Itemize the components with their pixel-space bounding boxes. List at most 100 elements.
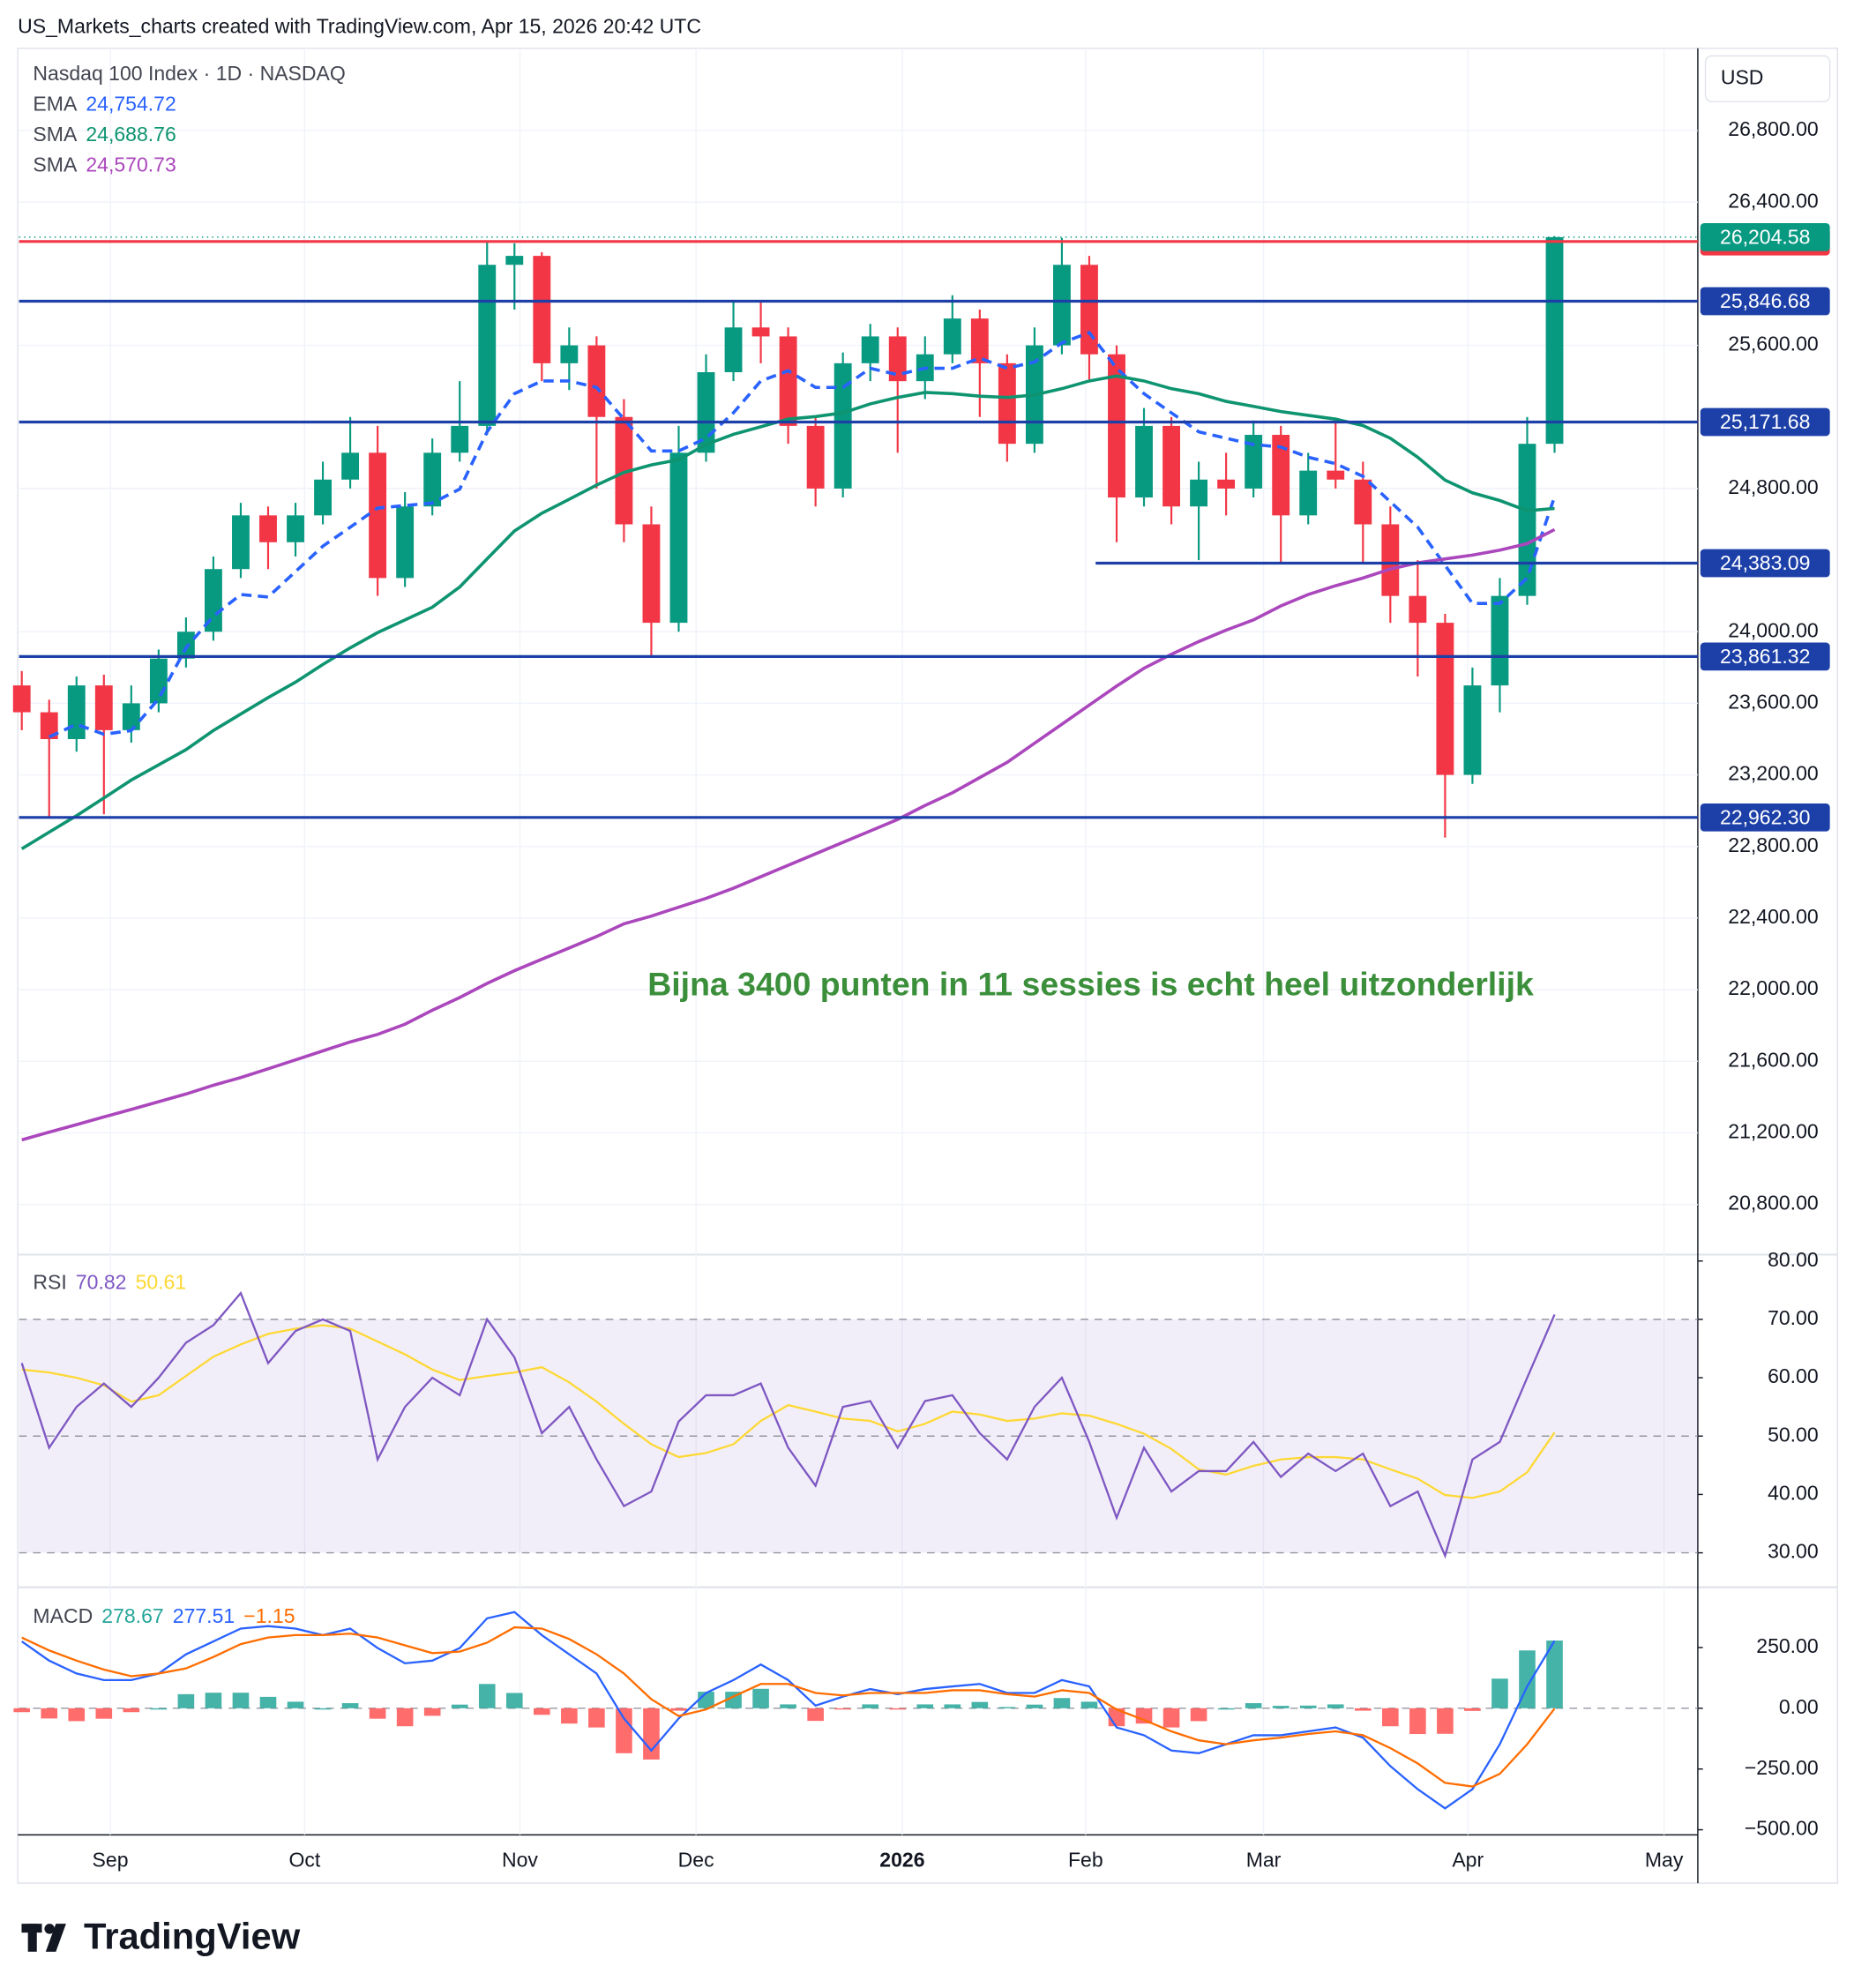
candle-body [779,336,797,426]
indicator-line [21,1611,1556,1810]
histogram-bar [123,1708,140,1713]
logo-part [44,1924,55,1934]
level-label: 25,846.68 [1720,289,1810,312]
histogram-bar [287,1701,304,1708]
candle-body [998,362,1016,445]
histogram-bar [396,1708,414,1727]
y-tick-label: 21,200.00 [1728,1120,1818,1143]
indicator-line [20,1290,1556,1559]
histogram-bar [998,1707,1016,1708]
legend-name: SMA [33,153,78,176]
currency: USD [1721,65,1764,88]
histogram-bar [505,1693,523,1708]
level-label-box [1700,549,1830,578]
x-tick-label: Sep [93,1849,129,1872]
logo-part [45,1924,66,1952]
level-label: 24,383.09 [1720,551,1810,574]
candle-body [1518,444,1536,596]
candle-body [1162,425,1180,507]
histogram-bar [423,1708,441,1716]
y-tick-label: 60.00 [1768,1364,1819,1387]
histogram-bar [1190,1708,1207,1722]
candle-body [287,515,304,542]
histogram-bar [369,1708,386,1719]
legend-entry: MACD 278.67 277.51 −1.15 [33,1604,295,1627]
histogram-bar [314,1708,332,1710]
candle-body [751,327,770,337]
histogram-bar [1491,1678,1508,1708]
histogram-bar [150,1708,168,1710]
candle-body [970,318,989,363]
histogram-bar [1162,1708,1180,1728]
y-tick-label: −500.00 [1745,1817,1819,1840]
candle-body [1436,623,1454,775]
legend-value: 277.51 [173,1604,235,1627]
y-tick-label: 80.00 [1768,1248,1819,1271]
candle-body [149,658,168,704]
level-label-box [1700,287,1830,316]
candle-body [806,425,825,489]
histogram-bar [1026,1704,1043,1708]
candle-body [451,425,469,453]
candle-body [423,452,442,507]
candle-body [587,345,606,417]
level-label-box [1700,642,1830,671]
legend-entry: SMA 24,570.73 [33,153,176,176]
histogram-bar [916,1704,934,1708]
histogram-bar [561,1708,578,1724]
frame [17,47,1839,1884]
histogram-bar [259,1696,277,1708]
candle-body [724,327,743,373]
candle-body [1491,595,1509,686]
legend-value: −1.15 [243,1604,295,1627]
histogram-bar [41,1708,58,1719]
legend-name: MACD [33,1604,93,1627]
indicator-line [21,1626,1556,1788]
candle-body [478,265,497,426]
level-label: 22,962.30 [1720,805,1810,828]
candle-body [204,569,222,632]
histogram-bar [68,1708,86,1722]
histogram-bar [451,1704,468,1708]
legend-value: 24,688.76 [86,123,176,146]
histogram-bar [807,1708,824,1722]
candle-body [396,506,415,579]
candle-body [369,452,387,579]
candle-body [1217,479,1236,489]
candle-body [232,515,250,570]
histogram-bar [95,1708,113,1719]
histogram-bar [1245,1703,1262,1708]
y-tick-label: 70.00 [1768,1306,1819,1329]
chart-title: Nasdaq 100 Index · 1D · NASDAQ [33,62,345,85]
candle-body [122,703,140,730]
histogram-bar [177,1693,195,1708]
histogram-bar [1217,1708,1235,1710]
histogram-bar [1299,1705,1317,1708]
histogram-bar [1327,1704,1344,1708]
legend-entry: SMA 24,688.76 [33,123,176,146]
indicator-line [21,527,1556,1142]
y-tick-label: 25,600.00 [1728,333,1818,355]
candle-body [533,256,551,363]
currency-box[interactable] [1704,55,1831,102]
histogram-bar [1053,1698,1071,1708]
level-label: 23,861.32 [1720,645,1810,668]
candle-body [1052,265,1071,346]
histogram-bar [834,1708,851,1710]
candle-body [1545,236,1564,445]
candle-body [1354,479,1372,525]
y-tick-label: 0.00 [1779,1695,1819,1718]
histogram-bar [670,1708,687,1711]
candle-body [888,336,907,382]
y-tick-label: 20,800.00 [1728,1192,1818,1214]
y-tick-label: 50.00 [1768,1423,1819,1446]
annotation: Bijna 3400 punten in 11 sessies is echt … [647,966,1534,1003]
x-tick-label: Oct [288,1849,320,1872]
candle-body [943,318,961,355]
y-tick-label: −250.00 [1745,1756,1819,1779]
legend-value: 24,570.73 [86,153,176,176]
legend-value: 70.82 [76,1271,127,1294]
x-tick-label: Apr [1452,1849,1484,1872]
tradingview-logo [21,1924,66,1952]
candle-body [560,345,579,363]
